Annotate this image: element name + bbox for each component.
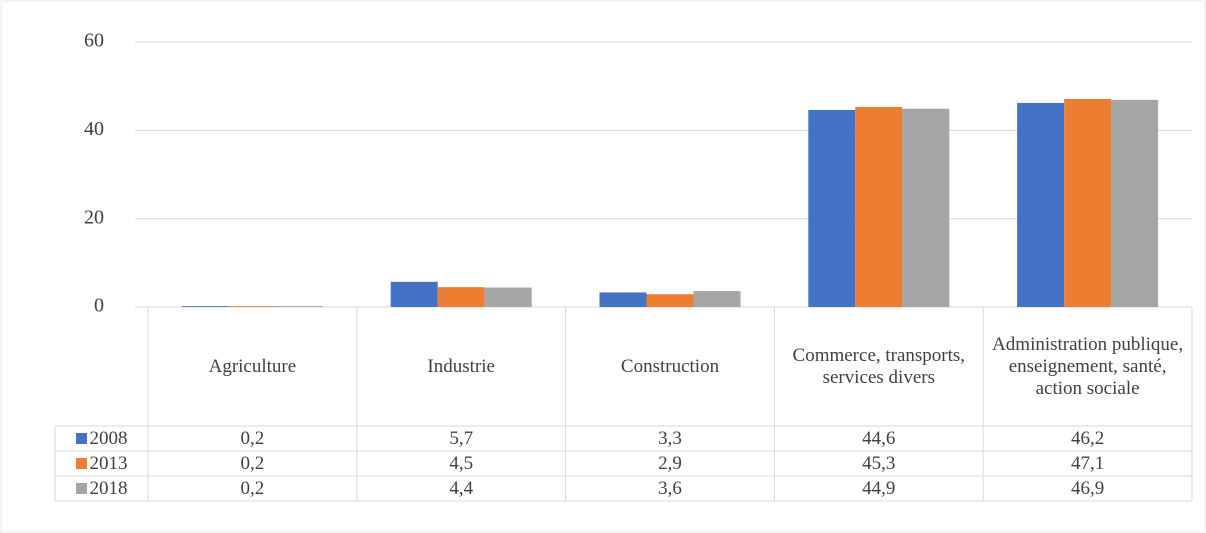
- category-label: Industrie: [427, 355, 495, 377]
- data-cell: 44,9: [862, 477, 896, 499]
- bar: [902, 108, 950, 307]
- bar: [646, 294, 694, 307]
- bar: [855, 106, 903, 307]
- y-tick-label: 40: [84, 118, 104, 140]
- data-cell: 4,4: [449, 477, 474, 499]
- y-tick-label: 60: [84, 30, 104, 52]
- bar: [1111, 99, 1159, 307]
- bar: [228, 306, 276, 307]
- data-cell: 2,9: [658, 452, 682, 474]
- y-tick-label: 20: [84, 206, 104, 228]
- legend-label: 2013: [89, 452, 128, 474]
- data-cell: 5,7: [449, 427, 474, 449]
- bar: [1064, 98, 1112, 307]
- bar: [437, 287, 485, 307]
- bar: [1017, 102, 1065, 307]
- legend-entry: 2008: [55, 426, 148, 451]
- legend-entry: 2013: [55, 451, 148, 476]
- bar: [181, 306, 229, 307]
- legend-swatch: [75, 458, 87, 469]
- data-cell: 4,5: [449, 452, 474, 474]
- bar: [693, 291, 741, 307]
- y-tick-label: 0: [94, 295, 104, 317]
- legend-swatch: [75, 483, 87, 494]
- data-cell: 44,6: [862, 427, 896, 449]
- bar: [808, 110, 856, 308]
- category-label: Administration publique, enseignement, s…: [992, 333, 1184, 399]
- data-cell: 46,2: [1070, 427, 1105, 449]
- bar: [390, 281, 438, 307]
- data-cell: 0,2: [240, 427, 265, 449]
- data-cell: 45,3: [862, 452, 896, 474]
- bar: [484, 287, 532, 307]
- data-cell: 0,2: [240, 452, 265, 474]
- data-cell: 3,3: [658, 427, 682, 449]
- bar: [275, 306, 323, 307]
- category-label: Commerce, transports, services divers: [792, 344, 966, 388]
- data-cell: 47,1: [1070, 452, 1105, 474]
- data-cell: 3,6: [658, 477, 682, 499]
- data-cell: 0,2: [240, 477, 265, 499]
- category-label: Construction: [620, 355, 720, 377]
- legend-entry: 2018: [55, 476, 148, 501]
- data-cell: 46,9: [1070, 477, 1105, 499]
- legend-label: 2018: [89, 477, 128, 499]
- legend-swatch: [75, 433, 87, 444]
- legend-label: 2008: [89, 427, 128, 449]
- bar: [599, 292, 647, 307]
- category-label: Agriculture: [208, 355, 297, 377]
